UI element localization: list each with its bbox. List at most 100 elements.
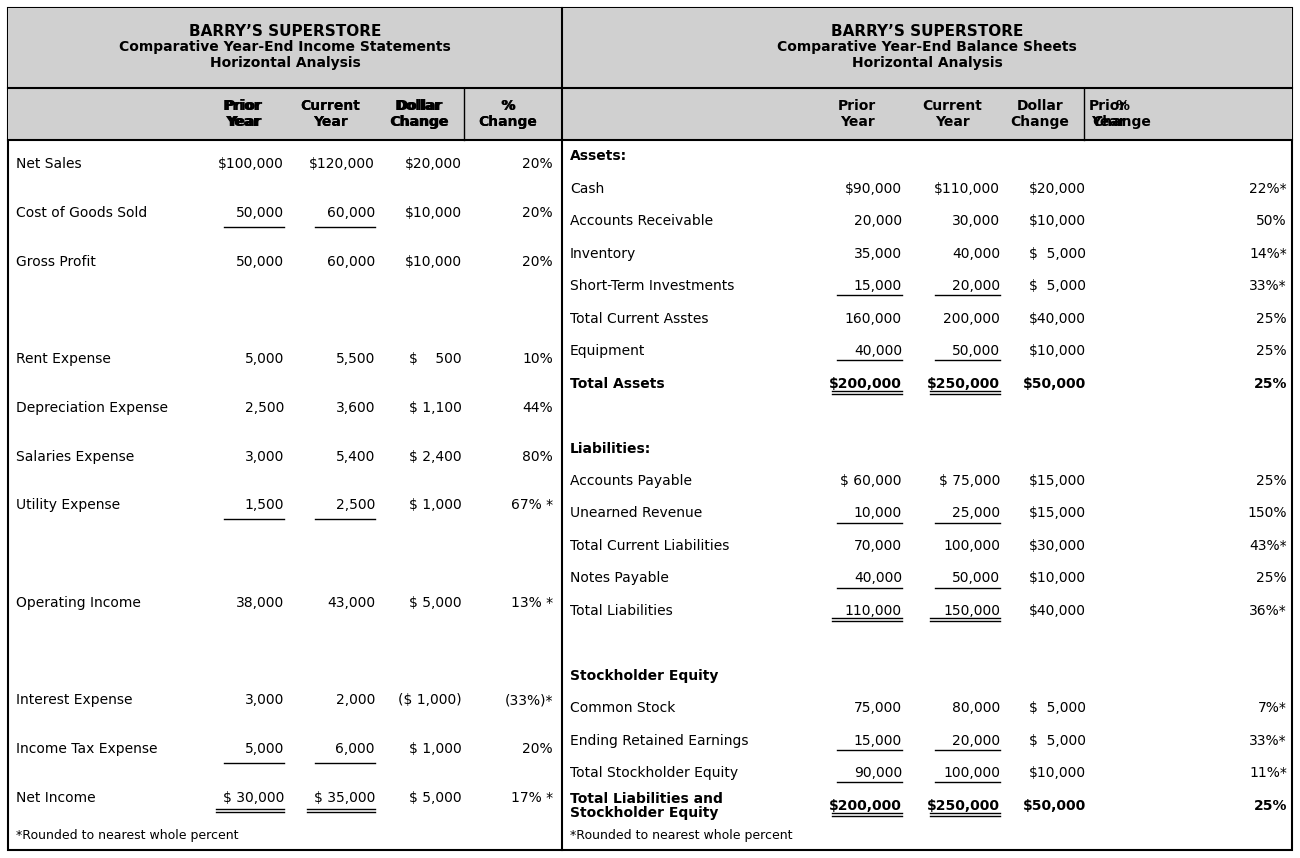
Text: 40,000: 40,000: [854, 344, 902, 358]
Text: 33%*: 33%*: [1249, 279, 1287, 293]
Text: 3,000: 3,000: [244, 450, 283, 463]
Text: 25%: 25%: [1256, 571, 1287, 585]
Text: Utility Expense: Utility Expense: [16, 498, 120, 512]
Text: Notes Payable: Notes Payable: [569, 571, 670, 585]
Text: 20%: 20%: [523, 206, 552, 220]
Text: 200,000: 200,000: [942, 311, 1000, 326]
Text: 6,000: 6,000: [335, 742, 374, 756]
Text: $ 1,000: $ 1,000: [410, 742, 462, 756]
Text: $ 1,100: $ 1,100: [410, 401, 462, 415]
Text: 2,000: 2,000: [335, 693, 374, 707]
Text: $ 35,000: $ 35,000: [313, 790, 374, 805]
Text: Current
Year: Current Year: [922, 99, 982, 129]
Text: 43,000: 43,000: [326, 595, 374, 610]
Text: Stockholder Equity: Stockholder Equity: [569, 806, 719, 819]
Text: 3,000: 3,000: [244, 693, 283, 707]
Text: Net Income: Net Income: [16, 790, 96, 805]
Text: 5,000: 5,000: [244, 742, 283, 756]
Text: 15,000: 15,000: [854, 279, 902, 293]
Text: (33%)*: (33%)*: [504, 693, 552, 707]
Text: $250,000: $250,000: [927, 799, 1000, 813]
Text: 5,500: 5,500: [335, 353, 374, 366]
Text: 20%: 20%: [523, 255, 552, 269]
Text: $10,000: $10,000: [404, 206, 462, 220]
Text: 160,000: 160,000: [845, 311, 902, 326]
Bar: [562, 8, 1292, 88]
Text: Equipment: Equipment: [569, 344, 645, 358]
Text: 25,000: 25,000: [952, 506, 1000, 521]
Text: 90,000: 90,000: [854, 766, 902, 780]
Text: 13% *: 13% *: [511, 595, 552, 610]
Text: 50,000: 50,000: [952, 571, 1000, 585]
Text: $  5,000: $ 5,000: [1030, 734, 1086, 748]
Text: $10,000: $10,000: [404, 255, 462, 269]
Text: 30,000: 30,000: [952, 214, 1000, 228]
Text: 2,500: 2,500: [244, 401, 283, 415]
Text: $  5,000: $ 5,000: [1030, 701, 1086, 716]
Text: 5,400: 5,400: [335, 450, 374, 463]
Bar: [562, 88, 1292, 140]
Text: BARRY’S SUPERSTORE: BARRY’S SUPERSTORE: [188, 25, 381, 39]
Text: 40,000: 40,000: [952, 246, 1000, 261]
Text: Total Liabilities: Total Liabilities: [569, 604, 673, 618]
Text: $ 5,000: $ 5,000: [410, 595, 462, 610]
Text: ($ 1,000): ($ 1,000): [398, 693, 462, 707]
Text: $  5,000: $ 5,000: [1030, 279, 1086, 293]
Text: $250,000: $250,000: [927, 377, 1000, 390]
Text: 25%: 25%: [1253, 377, 1287, 390]
Text: 100,000: 100,000: [942, 539, 1000, 553]
Text: $90,000: $90,000: [845, 182, 902, 196]
Text: 38,000: 38,000: [235, 595, 283, 610]
Text: Dollar
Change: Dollar Change: [390, 99, 450, 129]
Text: $10,000: $10,000: [1028, 571, 1085, 585]
Text: Prior
Year: Prior Year: [225, 99, 263, 129]
Text: Current
Year: Current Year: [300, 99, 360, 129]
Text: Total Assets: Total Assets: [569, 377, 664, 390]
Text: Net Sales: Net Sales: [16, 157, 82, 172]
Bar: [8, 8, 562, 88]
Text: Common Stock: Common Stock: [569, 701, 676, 716]
Text: $ 1,000: $ 1,000: [410, 498, 462, 512]
Text: Comparative Year-End Income Statements: Comparative Year-End Income Statements: [120, 40, 451, 54]
Text: 25%: 25%: [1256, 344, 1287, 358]
Text: Rent Expense: Rent Expense: [16, 353, 110, 366]
Text: Comparative Year-End Balance Sheets: Comparative Year-End Balance Sheets: [777, 40, 1076, 54]
Text: $20,000: $20,000: [1030, 182, 1086, 196]
Text: 36%*: 36%*: [1249, 604, 1287, 618]
Text: 20%: 20%: [523, 742, 552, 756]
Text: $40,000: $40,000: [1030, 604, 1086, 618]
Text: %
Change: % Change: [1092, 99, 1152, 129]
Text: $20,000: $20,000: [406, 157, 462, 172]
Text: 22%*: 22%*: [1249, 182, 1287, 196]
Text: Horizontal Analysis: Horizontal Analysis: [852, 56, 1002, 70]
Text: 100,000: 100,000: [942, 766, 1000, 780]
Text: 25%: 25%: [1253, 799, 1287, 813]
Text: Total Current Liabilities: Total Current Liabilities: [569, 539, 729, 553]
Text: 5,000: 5,000: [244, 353, 283, 366]
Text: $40,000: $40,000: [1030, 311, 1086, 326]
Text: 33%*: 33%*: [1249, 734, 1287, 748]
Text: 1,500: 1,500: [244, 498, 283, 512]
Text: Dollar
Change: Dollar Change: [389, 99, 448, 129]
Text: Stockholder Equity: Stockholder Equity: [569, 669, 719, 683]
Text: $100,000: $100,000: [218, 157, 283, 172]
Text: 110,000: 110,000: [845, 604, 902, 618]
Text: Ending Retained Earnings: Ending Retained Earnings: [569, 734, 749, 748]
Text: $ 30,000: $ 30,000: [222, 790, 283, 805]
Text: Prior
Year: Prior Year: [1089, 99, 1127, 129]
Text: 14%*: 14%*: [1249, 246, 1287, 261]
Text: Operating Income: Operating Income: [16, 595, 140, 610]
Text: 50,000: 50,000: [952, 344, 1000, 358]
Text: Short-Term Investments: Short-Term Investments: [569, 279, 734, 293]
Text: 150,000: 150,000: [942, 604, 1000, 618]
Text: $200,000: $200,000: [829, 799, 902, 813]
Text: Cost of Goods Sold: Cost of Goods Sold: [16, 206, 147, 220]
Text: 10,000: 10,000: [854, 506, 902, 521]
Text: 20,000: 20,000: [952, 734, 1000, 748]
Text: 67% *: 67% *: [511, 498, 552, 512]
Text: Inventory: Inventory: [569, 246, 636, 261]
Text: 11%*: 11%*: [1249, 766, 1287, 780]
Text: Unearned Revenue: Unearned Revenue: [569, 506, 702, 521]
Text: 15,000: 15,000: [854, 734, 902, 748]
Text: Total Current Asstes: Total Current Asstes: [569, 311, 708, 326]
